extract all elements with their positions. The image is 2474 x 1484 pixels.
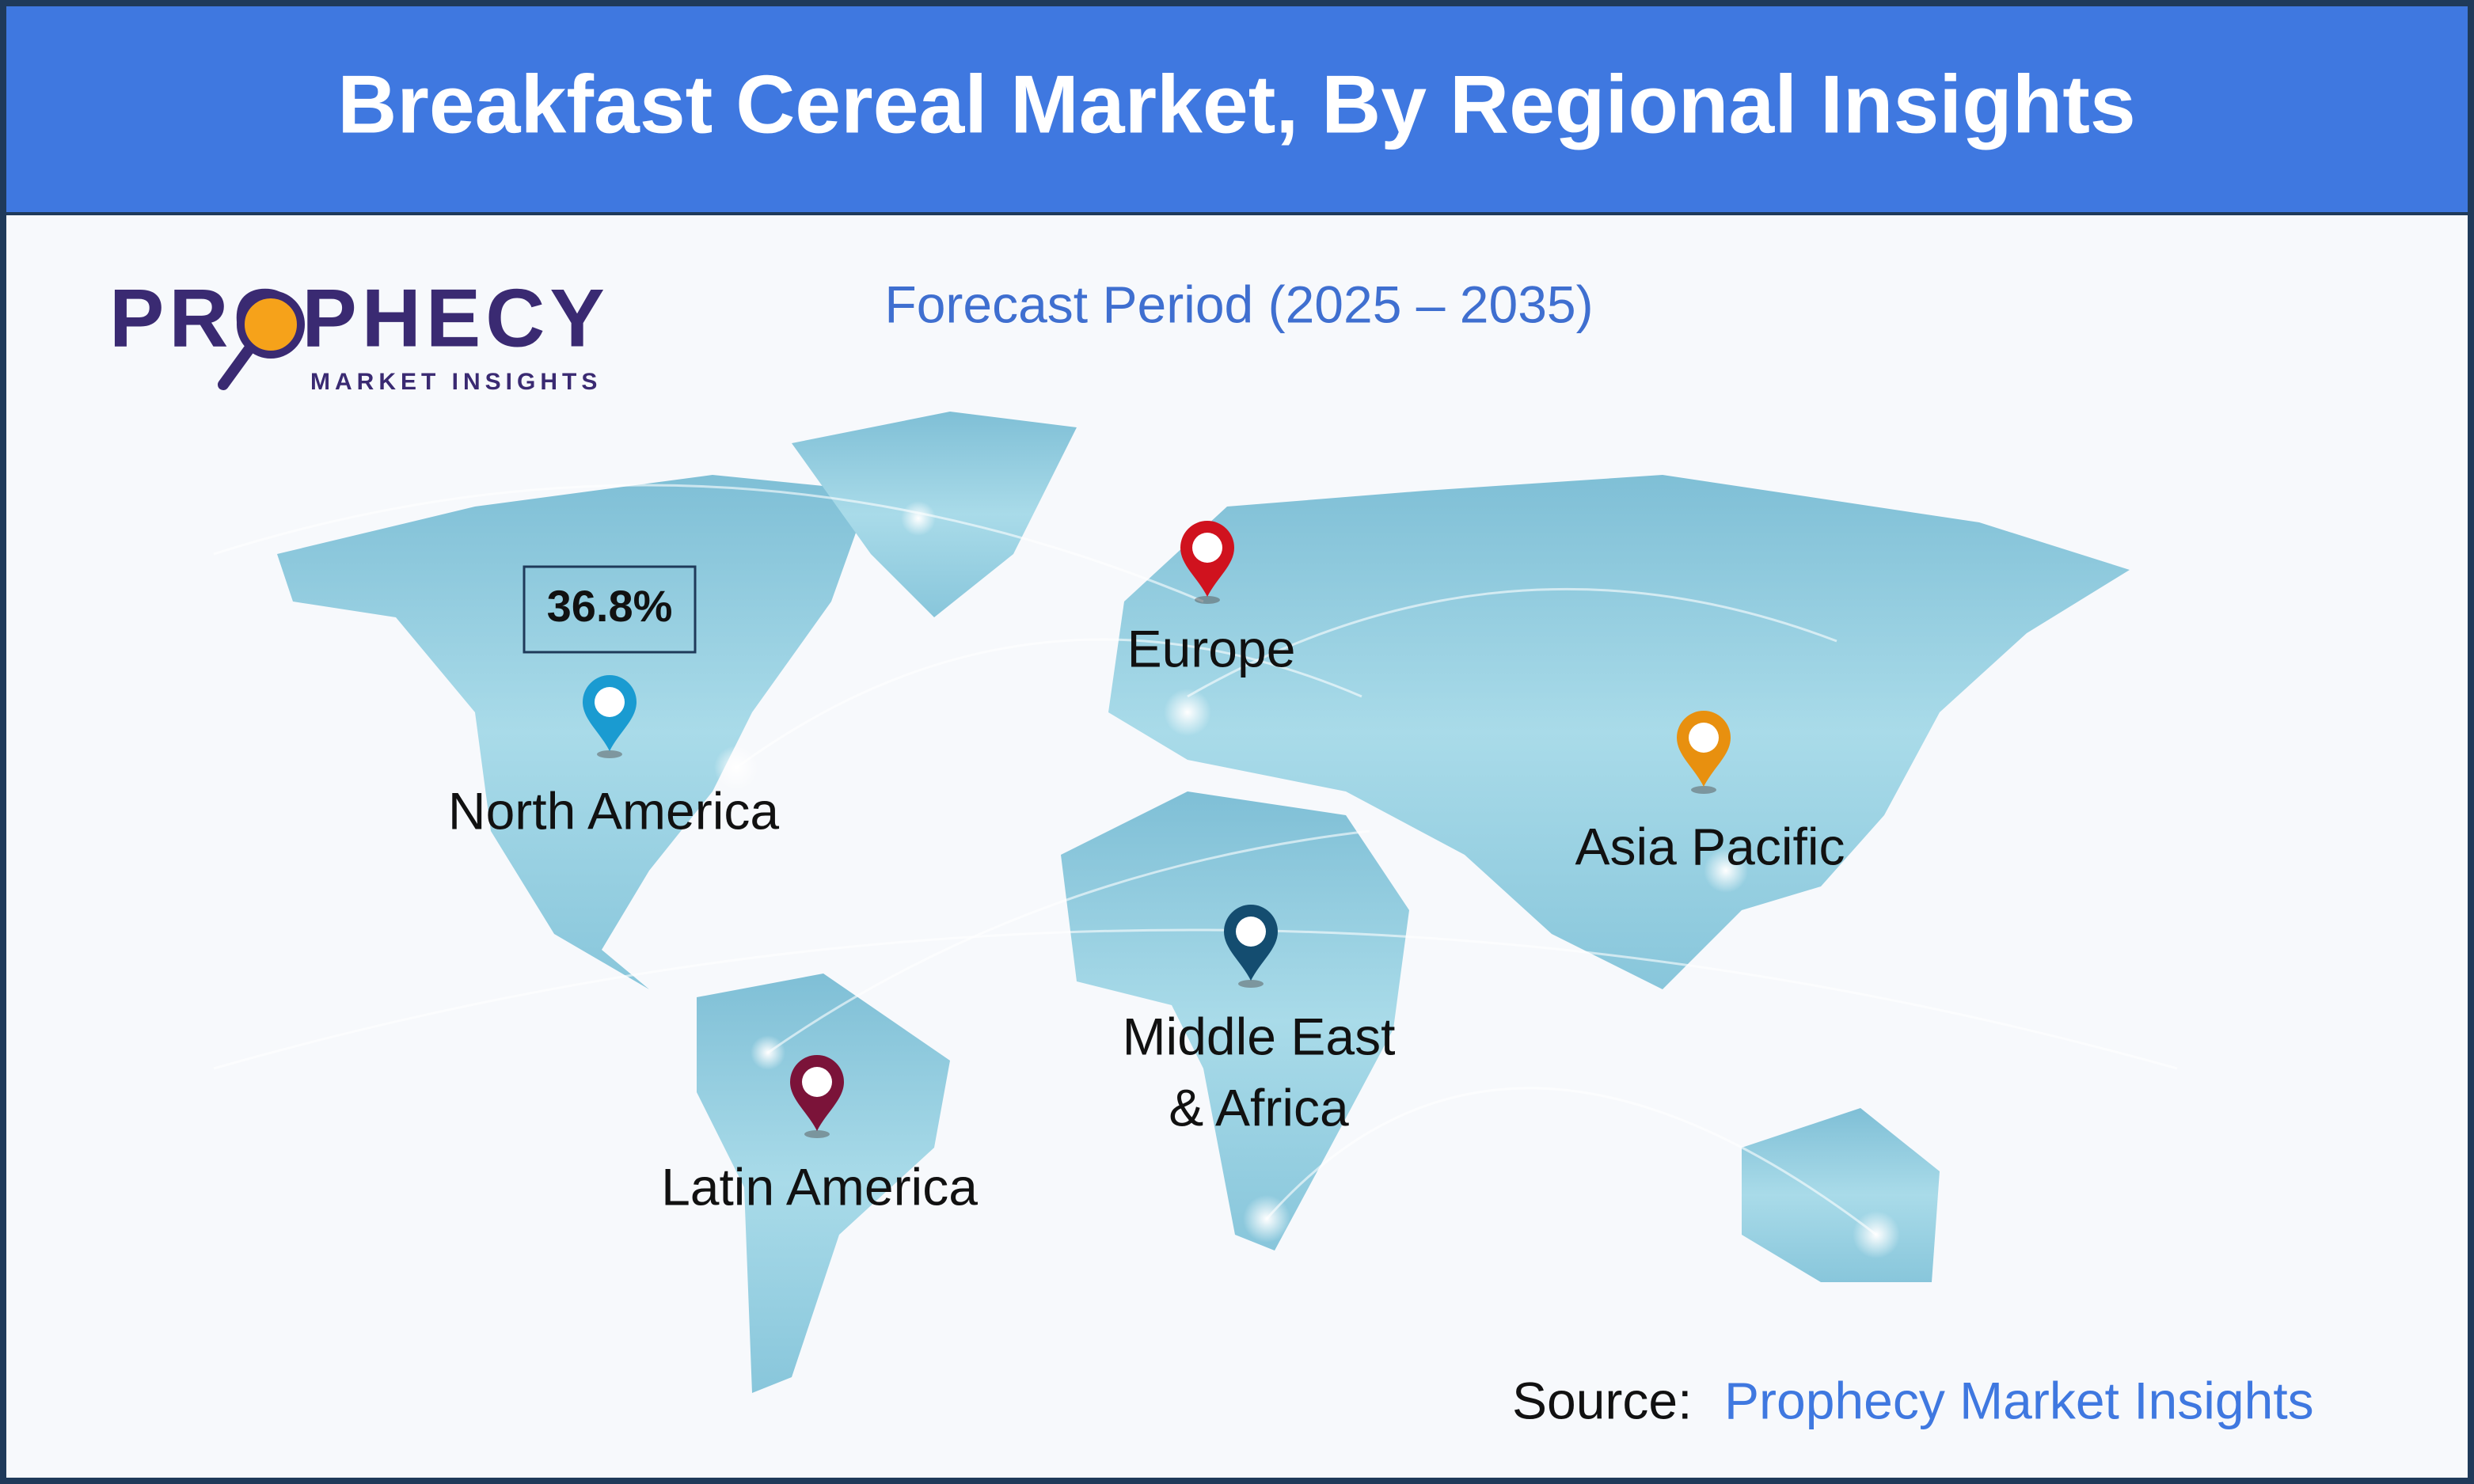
pin	[1677, 711, 1731, 794]
pin	[1224, 905, 1278, 988]
arc	[213, 928, 2178, 1070]
hub	[751, 1035, 785, 1070]
continent	[1108, 475, 2130, 989]
header-band	[6, 6, 2468, 214]
hub	[1243, 1195, 1290, 1243]
pin	[583, 675, 637, 758]
connections	[213, 484, 2178, 1236]
arc	[213, 484, 1204, 603]
pins	[583, 521, 1731, 1138]
hub	[901, 501, 936, 536]
arc	[735, 638, 1362, 769]
region-label: Asia Pacific	[1575, 817, 1845, 875]
pin-shadow	[804, 1130, 830, 1138]
logo-handle	[218, 344, 254, 390]
continent	[277, 475, 871, 989]
hub	[1704, 848, 1748, 893]
pin	[790, 1055, 844, 1138]
logo: PROPHECY MARKET INSIGHTS	[109, 272, 610, 395]
hub	[1853, 1211, 1900, 1258]
region-label: Europe	[1127, 619, 1296, 677]
hub	[1164, 689, 1211, 736]
pin-dot	[802, 1067, 832, 1097]
arc	[1187, 587, 1837, 698]
source-name: Prophecy Market Insights	[1724, 1371, 2314, 1429]
pin-dot	[1192, 533, 1222, 563]
pin-shadow	[1238, 980, 1264, 988]
region-label: North America	[448, 781, 779, 840]
logo-tagline: MARKET INSIGHTS	[310, 369, 602, 395]
continent	[697, 974, 950, 1393]
subtitle: Forecast Period (2025 – 2035)	[884, 275, 1593, 333]
hub	[714, 746, 758, 790]
continent	[1061, 791, 1409, 1251]
pin-shadow	[1195, 596, 1220, 604]
arc	[1265, 1087, 1877, 1236]
logo-lens	[237, 290, 305, 359]
pin-dot	[1236, 917, 1266, 947]
region-label: Middle East	[1123, 1007, 1396, 1065]
pin	[1180, 521, 1234, 604]
region-label: Latin America	[661, 1157, 978, 1216]
title: Breakfast Cereal Market, By Regional Ins…	[337, 59, 2135, 150]
hubs	[714, 501, 1900, 1258]
source-label: Source:	[1512, 1371, 1692, 1429]
header-rule	[6, 212, 2468, 215]
pin-shadow	[1691, 786, 1716, 794]
arc	[767, 829, 1370, 1054]
logo-name: PROPHECY	[109, 272, 610, 364]
callout-value: 36.8%	[547, 581, 673, 631]
callout-box	[523, 565, 697, 654]
pin-shadow	[597, 750, 622, 758]
pin-dot	[595, 687, 625, 717]
region-label: & Africa	[1169, 1078, 1349, 1137]
pin-dot	[1689, 723, 1719, 753]
